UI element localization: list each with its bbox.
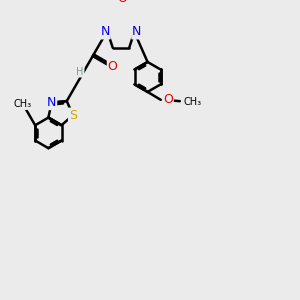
Text: O: O (118, 0, 128, 5)
Text: N: N (100, 26, 110, 38)
Text: O: O (108, 60, 118, 73)
Text: O: O (163, 93, 173, 106)
Text: N: N (132, 26, 142, 38)
Text: CH₃: CH₃ (13, 99, 32, 109)
Text: CH₃: CH₃ (184, 97, 202, 107)
Text: S: S (69, 109, 77, 122)
Text: H: H (76, 67, 84, 77)
Text: N: N (47, 96, 56, 109)
